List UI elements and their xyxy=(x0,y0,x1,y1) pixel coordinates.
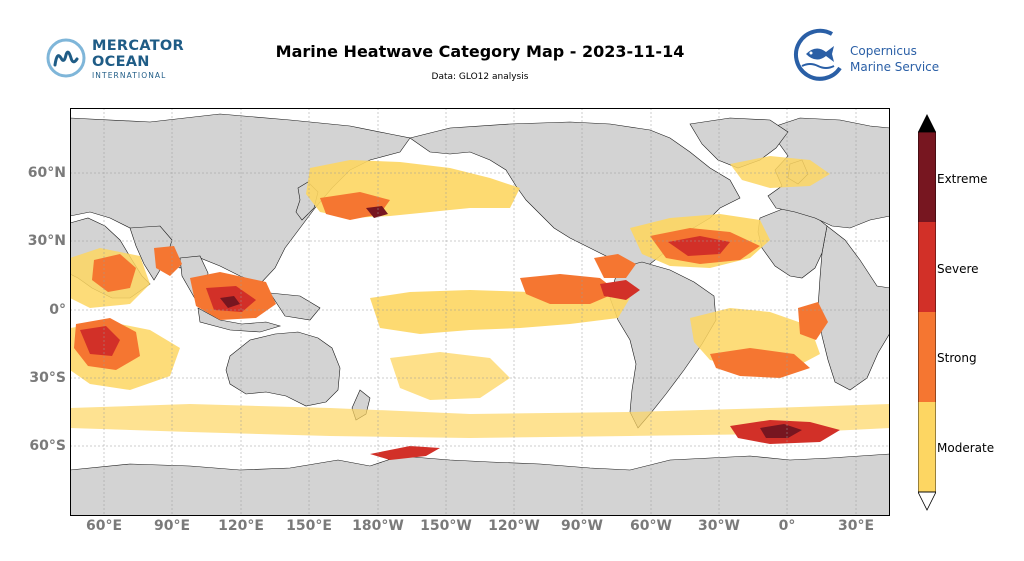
patch-strong-south-atlantic-band xyxy=(710,348,810,378)
land-greenland xyxy=(689,117,789,169)
legend-extreme: Extreme xyxy=(937,172,988,186)
patch-severe-south-pacific-strip xyxy=(370,446,440,460)
colorbar-frame xyxy=(918,131,936,493)
logo-right-line1: Copernicus xyxy=(850,44,917,58)
lon-label-150e: 150°E xyxy=(286,518,332,534)
colorbar-extreme xyxy=(918,132,936,222)
land-australia xyxy=(225,331,341,407)
patch-extreme-indonesia xyxy=(220,296,240,308)
lon-label-0: 0° xyxy=(778,518,796,534)
lon-label-90e: 90°E xyxy=(153,518,191,534)
subtitle: Data: GLO12 analysis xyxy=(431,72,529,82)
legend-moderate: Moderate xyxy=(937,441,995,455)
lon-label-120e: 120°E xyxy=(218,518,264,534)
patch-severe-caribbean xyxy=(600,280,640,300)
colorbar-moderate xyxy=(918,402,936,492)
patch-moderate-south-pacific xyxy=(390,352,510,400)
patch-extreme-southern-ocean xyxy=(760,424,802,438)
title: Marine Heatwave Category Map - 2023-11-1… xyxy=(275,42,685,61)
patch-moderate-southern-band xyxy=(70,404,890,438)
land-africa-east xyxy=(817,225,890,391)
patch-strong-bay-of-bengal xyxy=(154,246,182,276)
lat-label-60n: 60°N xyxy=(27,165,66,181)
lat-label-30s: 30°S xyxy=(29,370,66,386)
logo-left-line2: OCEAN xyxy=(92,54,150,70)
lat-label-0: 0° xyxy=(49,302,66,318)
lon-label-90w: 90°W xyxy=(561,518,603,534)
mercator-ocean-logo: MERCATOR OCEAN INTERNATIONAL xyxy=(46,36,206,84)
heatwave-map[interactable] xyxy=(70,108,890,516)
graticule xyxy=(70,108,890,516)
land-antarctica xyxy=(70,453,890,516)
lon-label-60e: 60°E xyxy=(85,518,123,534)
land-south-america xyxy=(609,261,717,429)
logo-left-line3: INTERNATIONAL xyxy=(92,71,167,80)
patch-strong-gulf-of-mexico xyxy=(594,254,636,278)
patch-extreme-north-pacific xyxy=(366,206,388,218)
patch-severe-western-indian xyxy=(80,326,120,356)
colorbar xyxy=(918,114,936,511)
colorbar-strong xyxy=(918,312,936,402)
lat-label-30n: 30°N xyxy=(27,233,66,249)
lon-label-30e: 30°E xyxy=(837,518,875,534)
patch-moderate-north-atlantic-high xyxy=(730,156,830,188)
colorbar-top-arrow xyxy=(918,114,936,132)
mercator-m-icon xyxy=(46,38,86,78)
patch-strong-arabian-sea xyxy=(92,254,136,292)
colorbar-severe xyxy=(918,222,936,312)
logo-left-line1: MERCATOR xyxy=(92,38,185,54)
map-frame xyxy=(70,108,890,516)
legend-severe: Severe xyxy=(937,262,979,276)
lon-label-180w: 180°W xyxy=(352,518,404,534)
copernicus-fish-icon xyxy=(794,28,842,81)
logo-right-line2: Marine Service xyxy=(850,60,940,74)
patch-strong-benguela xyxy=(798,302,828,340)
heatwave-overlay xyxy=(70,156,890,460)
legend-strong: Strong xyxy=(937,351,977,365)
patch-strong-eastern-pacific xyxy=(520,274,618,304)
copernicus-logo: Copernicus Marine Service xyxy=(792,28,952,84)
lon-label-150w: 150°W xyxy=(420,518,472,534)
colorbar-bottom-arrow xyxy=(918,491,936,511)
lon-label-60w: 60°W xyxy=(630,518,672,534)
lat-label-60s: 60°S xyxy=(29,438,66,454)
lon-label-30w: 30°W xyxy=(698,518,740,534)
lon-label-120w: 120°W xyxy=(488,518,540,534)
